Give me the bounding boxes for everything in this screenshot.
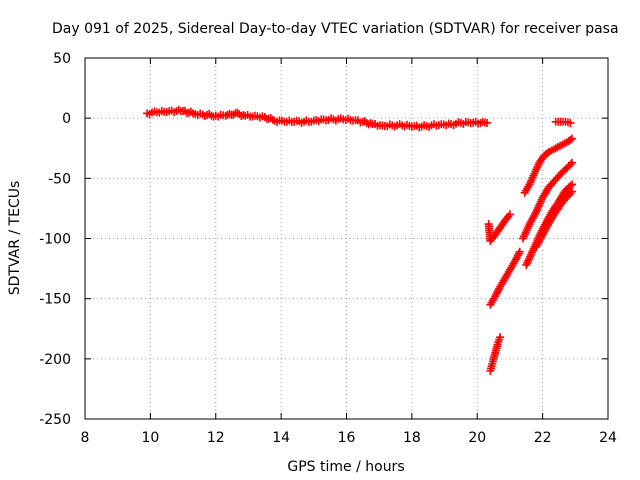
y-tick-label: -100 xyxy=(39,232,71,248)
x-axis-label: GPS time / hours xyxy=(287,459,404,475)
y-tick-label: 0 xyxy=(62,111,71,127)
y-axis-label: SDTVAR / TECUs xyxy=(7,181,23,296)
data-point-segment-b xyxy=(515,247,524,256)
data-point-segment-d xyxy=(568,134,577,143)
data-point-segment-c xyxy=(496,333,505,342)
data-point-segment-h xyxy=(566,189,575,198)
x-tick-label: 20 xyxy=(468,430,486,446)
data-point-main-track xyxy=(483,118,492,127)
data-point-segment-f xyxy=(566,160,575,169)
y-tick-label: -250 xyxy=(39,412,71,428)
y-tick-label: -150 xyxy=(39,292,71,308)
x-tick-label: 22 xyxy=(534,430,552,446)
x-tick-label: 10 xyxy=(141,430,159,446)
data-point-segment-a xyxy=(505,210,514,219)
x-tick-label: 14 xyxy=(272,430,290,446)
chart-title: Day 091 of 2025, Sidereal Day-to-day VTE… xyxy=(52,21,619,37)
data-point-segment-g xyxy=(568,180,577,189)
data-point-segment-f xyxy=(568,158,577,167)
data-point-segment-g xyxy=(566,181,575,190)
x-tick-label: 8 xyxy=(81,430,90,446)
y-tick-label: 50 xyxy=(53,51,71,67)
y-tick-label: -50 xyxy=(48,171,71,187)
x-tick-label: 12 xyxy=(207,430,225,446)
data-point-segment-h xyxy=(568,187,577,196)
x-tick-label: 24 xyxy=(599,430,617,446)
x-tick-label: 18 xyxy=(403,430,421,446)
data-point-segment-d xyxy=(566,135,575,144)
data-point-segment-e xyxy=(566,118,575,127)
x-tick-label: 16 xyxy=(338,430,356,446)
data-point-main-track xyxy=(235,110,244,119)
data-layer xyxy=(143,105,577,375)
tick-layer: 8 10 12 14 16 18 20 22 24 -250 -200 -150 -100 -50 0 50 xyxy=(39,51,617,446)
y-tick-label: -200 xyxy=(39,352,71,368)
